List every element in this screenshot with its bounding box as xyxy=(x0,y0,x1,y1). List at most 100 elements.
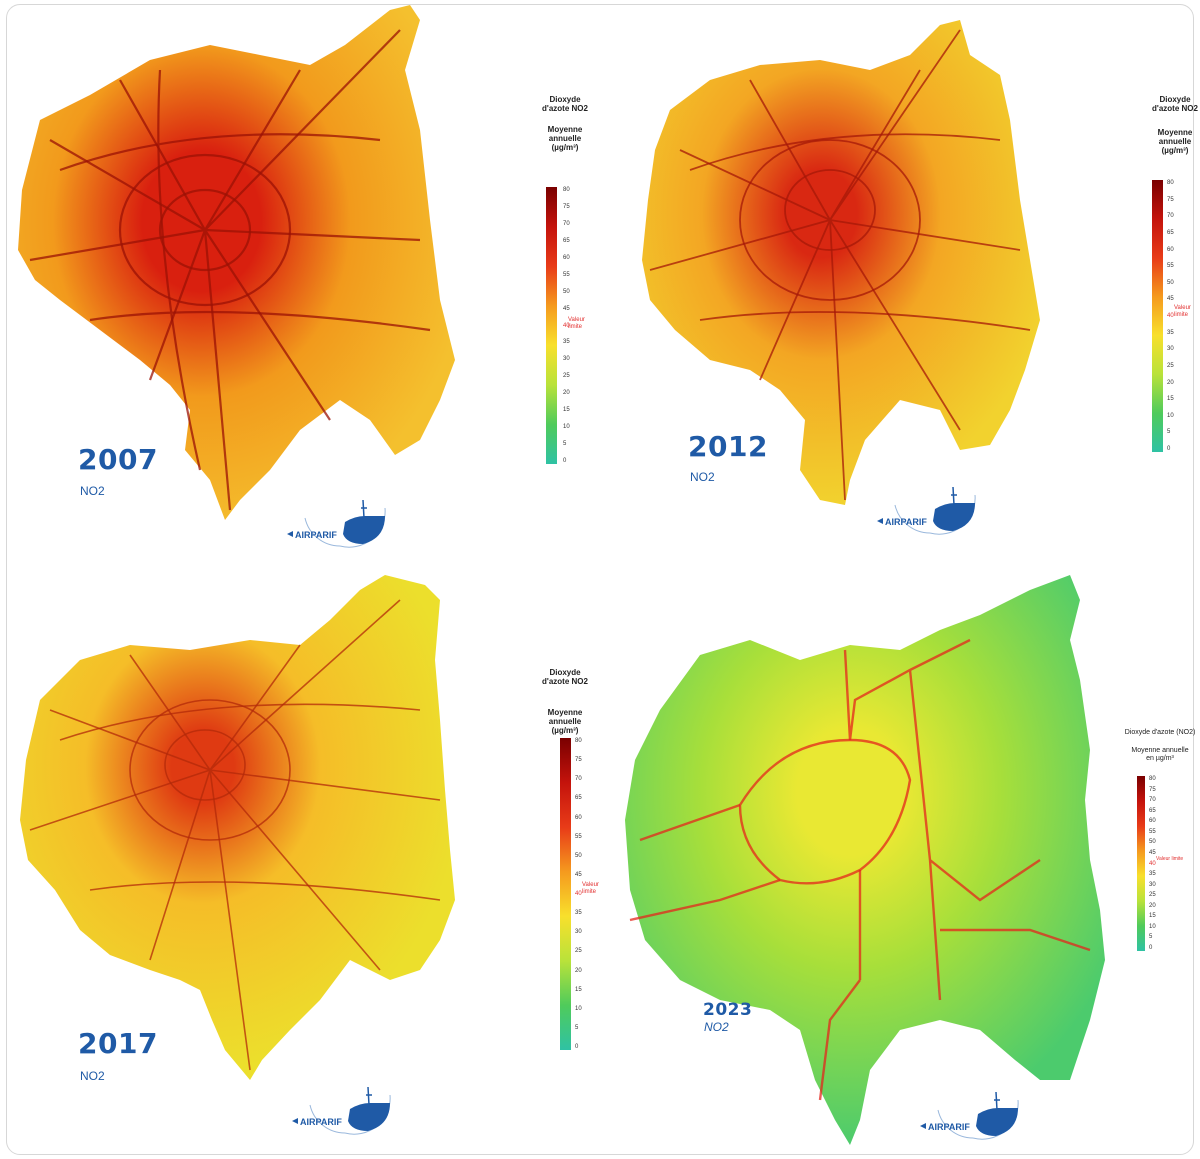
scale-tick-label: 45 xyxy=(563,305,570,312)
scale-tick-label: 10 xyxy=(575,1005,582,1012)
concentration-legend: Dioxyde d'azote NO2 Moyenne annuelle (µg… xyxy=(530,668,600,1068)
scale-tick-label: 0 xyxy=(575,1044,579,1050)
concentration-legend: Dioxyde d'azote NO2 Moyenne annuelle (µg… xyxy=(1140,95,1200,475)
scale-tick-label: 10 xyxy=(563,424,570,431)
scale-tick-label: 35 xyxy=(1149,871,1156,878)
no2-map-2007 xyxy=(18,5,455,520)
no2-map-2017 xyxy=(20,575,455,1080)
scale-tick-label: 5 xyxy=(1149,934,1153,941)
legend-title-2: d'azote NO2 xyxy=(542,104,588,113)
year-label: 2007 xyxy=(78,443,158,476)
color-scale-bar xyxy=(1152,180,1163,452)
scale-tick-label: 5 xyxy=(563,441,567,448)
scale-tick-label: 15 xyxy=(563,407,570,414)
scale-tick-label: 20 xyxy=(1167,379,1174,386)
limit-value-label: Valeur limite xyxy=(1156,856,1184,862)
scale-tick-label: 15 xyxy=(575,986,582,993)
legend-subtitle: Moyenne xyxy=(547,708,583,717)
scale-tick-label: 75 xyxy=(1167,196,1174,203)
scale-tick-label: 25 xyxy=(1167,362,1174,369)
scale-tick-label: 45 xyxy=(1149,849,1156,856)
year-label: 2017 xyxy=(78,1027,158,1060)
legend-title: Dioxyde xyxy=(549,668,581,677)
scale-tick-label: 70 xyxy=(1167,213,1174,220)
year-label: 2012 xyxy=(688,430,768,463)
scale-tick-label: 25 xyxy=(575,948,582,955)
scale-tick-label: 20 xyxy=(575,967,582,974)
scale-tick-label: 30 xyxy=(1149,881,1156,888)
scale-tick-label: 80 xyxy=(1149,776,1156,782)
scale-tick-label: 5 xyxy=(575,1024,579,1031)
map-panel-2012: 2012 NO2 AIRPARIF Dioxyde d'azote NO2 Mo… xyxy=(600,0,1200,560)
scale-tick-label: 75 xyxy=(575,757,582,764)
scale-tick-label: 50 xyxy=(1149,839,1156,846)
scale-tick-label: 55 xyxy=(575,833,582,840)
scale-tick-label: 35 xyxy=(1167,329,1174,336)
scale-tick-label: 15 xyxy=(1167,396,1174,403)
year-label: 2023 xyxy=(703,1000,753,1020)
airparif-logo: AIRPARIF xyxy=(918,1090,1028,1145)
scale-tick-label: 60 xyxy=(1167,246,1174,253)
scale-tick-label: 50 xyxy=(563,288,570,295)
scale-tick-label: 5 xyxy=(1167,429,1171,436)
scale-tick-label: 55 xyxy=(1167,263,1174,270)
pollutant-label: NO2 xyxy=(704,1020,729,1034)
scale-tick-label: 30 xyxy=(575,929,582,936)
pollutant-label: NO2 xyxy=(690,470,715,484)
pollutant-label: NO2 xyxy=(80,1069,105,1083)
scale-tick-label: 40 xyxy=(1149,860,1156,867)
scale-tick-label: 60 xyxy=(1149,818,1156,825)
scale-tick-label: 75 xyxy=(1149,786,1156,793)
scale-tick-label: 25 xyxy=(1149,892,1156,899)
logo-text: AIRPARIF xyxy=(295,530,337,540)
scale-tick-label: 0 xyxy=(1167,446,1171,452)
scale-tick-label: 40 xyxy=(575,891,582,897)
concentration-legend: Dioxyde d'azote NO2 Moyenne annuelle (µg… xyxy=(530,95,600,475)
legend-subtitle: Moyenne xyxy=(547,125,583,134)
scale-tick-label: 75 xyxy=(563,203,570,210)
scale-tick-label: 80 xyxy=(575,738,582,744)
scale-tick-label: 20 xyxy=(1149,902,1156,909)
airparif-logo: AIRPARIF xyxy=(290,1085,400,1140)
scale-tick-label: 70 xyxy=(1149,797,1156,804)
scale-tick-label: 10 xyxy=(1149,923,1156,930)
legend-subtitle-2: annuelle xyxy=(548,134,582,143)
color-scale-bar xyxy=(560,738,571,1050)
scale-tick-label: 65 xyxy=(575,795,582,802)
legend-units: (µg/m³) xyxy=(1161,146,1189,155)
scale-tick-label: 0 xyxy=(1149,945,1153,951)
scale-tick-label: 30 xyxy=(563,356,570,363)
logo-text: AIRPARIF xyxy=(928,1122,970,1132)
scale-tick-label: 35 xyxy=(563,339,570,346)
scale-tick-label: 60 xyxy=(563,254,570,261)
legend-title-2: d'azote NO2 xyxy=(542,677,588,686)
airparif-logo: AIRPARIF xyxy=(875,485,985,540)
scale-tick-label: 40 xyxy=(1167,313,1174,319)
scale-tick-label: 50 xyxy=(1167,279,1174,286)
logo-text: AIRPARIF xyxy=(885,517,927,527)
legend-subtitle-2: annuelle xyxy=(1158,137,1192,146)
limit-value-label: Valeur limite xyxy=(568,317,585,330)
scale-tick-label: 80 xyxy=(563,187,570,193)
map-panel-2023: 2023 NO2 AIRPARIF Dioxyde d'azote (NO2) … xyxy=(600,560,1200,1159)
logo-text: AIRPARIF xyxy=(300,1117,342,1127)
scale-tick-label: 70 xyxy=(575,776,582,783)
no2-map-2012 xyxy=(642,20,1040,505)
scale-tick-label: 45 xyxy=(575,871,582,878)
scale-tick-label: 65 xyxy=(1149,807,1156,814)
color-scale-bar xyxy=(1137,776,1145,951)
legend-subtitle-2: annuelle xyxy=(548,717,582,726)
image-frame xyxy=(6,4,1194,1155)
pollutant-label: NO2 xyxy=(80,484,105,498)
legend-subtitle: Moyenne annuelle xyxy=(1131,747,1189,754)
scale-tick-label: 50 xyxy=(575,852,582,859)
legend-units: en µg/m³ xyxy=(1146,755,1174,762)
scale-tick-label: 25 xyxy=(563,373,570,380)
scale-tick-label: 70 xyxy=(563,220,570,227)
legend-title: Dioxyde d'azote (NO2) xyxy=(1124,729,1196,736)
scale-tick-label: 60 xyxy=(575,814,582,821)
scale-tick-label: 45 xyxy=(1167,296,1174,303)
airparif-logo: AIRPARIF xyxy=(285,498,395,553)
scale-tick-label: 10 xyxy=(1167,412,1174,419)
scale-tick-label: 35 xyxy=(575,910,582,917)
